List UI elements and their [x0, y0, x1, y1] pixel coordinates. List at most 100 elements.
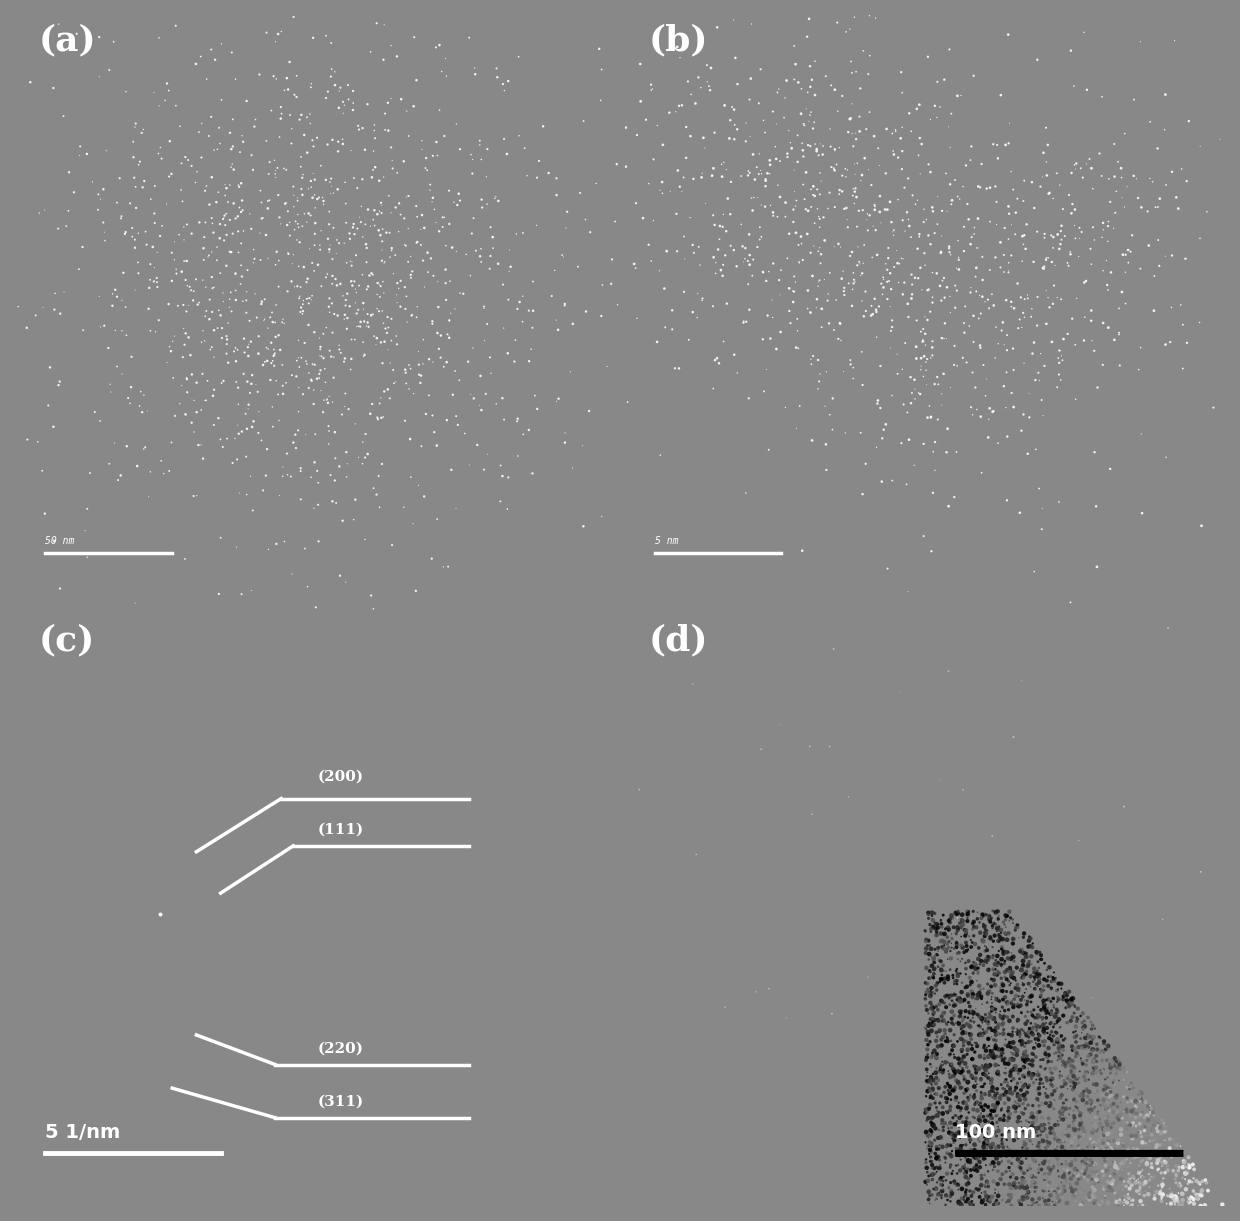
Point: [727, 120, 746, 139]
Point: [224, 342, 244, 361]
Point: [1130, 1181, 1149, 1200]
Point: [929, 1078, 949, 1098]
Point: [370, 497, 389, 516]
Point: [951, 1004, 971, 1023]
Point: [1086, 1139, 1106, 1159]
Point: [1141, 1167, 1161, 1187]
Point: [1014, 1045, 1034, 1065]
Point: [1013, 1177, 1033, 1197]
Point: [983, 1010, 1003, 1029]
Point: [145, 258, 165, 277]
Point: [107, 357, 126, 376]
Point: [965, 989, 985, 1009]
Point: [1039, 184, 1059, 204]
Point: [171, 376, 191, 396]
Point: [1154, 1131, 1174, 1150]
Point: [265, 161, 285, 181]
Point: [1097, 1115, 1117, 1134]
Point: [1009, 1095, 1029, 1115]
Point: [924, 1001, 944, 1021]
Point: [258, 339, 278, 359]
Point: [341, 271, 361, 291]
Point: [211, 305, 231, 325]
Point: [1084, 1074, 1104, 1094]
Point: [1136, 1133, 1156, 1153]
Point: [372, 252, 392, 271]
Point: [975, 1074, 994, 1094]
Point: [920, 1032, 940, 1051]
Point: [1049, 1035, 1069, 1055]
Point: [858, 221, 878, 241]
Point: [987, 1046, 1007, 1066]
Point: [1042, 978, 1061, 998]
Point: [336, 295, 356, 315]
Point: [1024, 979, 1044, 999]
Point: [358, 444, 378, 464]
Point: [940, 1077, 960, 1096]
Point: [161, 164, 181, 183]
Point: [501, 256, 521, 276]
Point: [1001, 908, 1021, 928]
Point: [316, 88, 336, 107]
Point: [1105, 134, 1125, 154]
Point: [1110, 1054, 1130, 1073]
Point: [960, 316, 980, 336]
Point: [791, 227, 811, 247]
Point: [992, 1040, 1012, 1060]
Point: [1040, 1088, 1060, 1107]
Point: [973, 1137, 993, 1156]
Point: [998, 197, 1018, 216]
Point: [915, 973, 935, 993]
Point: [960, 1016, 980, 1035]
Point: [281, 466, 301, 486]
Point: [1049, 1190, 1069, 1210]
Point: [961, 397, 981, 416]
Point: [1096, 1136, 1116, 1155]
Point: [191, 148, 211, 167]
Point: [301, 205, 321, 225]
Point: [903, 284, 923, 304]
Point: [915, 921, 935, 940]
Point: [341, 140, 361, 160]
Point: [88, 184, 108, 204]
Point: [332, 510, 352, 530]
Point: [920, 1121, 940, 1140]
Point: [1074, 272, 1094, 292]
Point: [1039, 1148, 1059, 1167]
Point: [281, 365, 301, 385]
Point: [915, 1100, 935, 1120]
Point: [780, 314, 800, 333]
Point: [800, 56, 820, 76]
Point: [987, 1079, 1007, 1099]
Point: [986, 348, 1006, 368]
Point: [1034, 1000, 1054, 1020]
Point: [972, 1190, 992, 1210]
Point: [968, 209, 988, 228]
Point: [1167, 1189, 1187, 1209]
Point: [1047, 1128, 1066, 1148]
Point: [1091, 1072, 1111, 1092]
Point: [1159, 1138, 1179, 1158]
Point: [961, 930, 981, 950]
Point: [337, 283, 357, 303]
Point: [914, 319, 934, 338]
Point: [1070, 1006, 1090, 1026]
Point: [1021, 929, 1040, 949]
Point: [1001, 1050, 1021, 1070]
Point: [216, 215, 236, 234]
Point: [808, 350, 828, 370]
Point: [810, 217, 830, 237]
Point: [244, 249, 264, 269]
Point: [1019, 930, 1039, 950]
Point: [717, 160, 737, 179]
Point: [1039, 1094, 1059, 1114]
Point: [1130, 1184, 1149, 1204]
Point: [202, 267, 222, 287]
Point: [1048, 1004, 1068, 1023]
Point: [923, 263, 942, 282]
Point: [1086, 1046, 1106, 1066]
Point: [1136, 1150, 1156, 1170]
Point: [267, 295, 286, 315]
Point: [1132, 1195, 1152, 1215]
Point: [1006, 1092, 1025, 1111]
